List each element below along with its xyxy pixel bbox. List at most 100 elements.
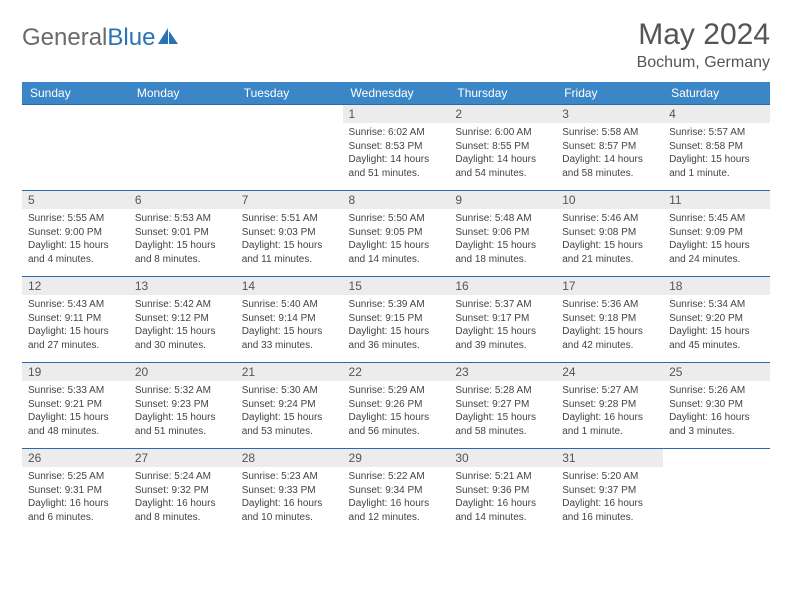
calendar-cell-empty — [663, 449, 770, 535]
calendar-cell-empty — [129, 105, 236, 191]
calendar-cell: 15Sunrise: 5:39 AMSunset: 9:15 PMDayligh… — [343, 277, 450, 363]
day-number: 9 — [449, 191, 556, 209]
day-info: Sunrise: 5:34 AMSunset: 9:20 PMDaylight:… — [663, 295, 770, 356]
calendar-cell: 12Sunrise: 5:43 AMSunset: 9:11 PMDayligh… — [22, 277, 129, 363]
brand-part1: General — [22, 24, 107, 52]
calendar-cell: 13Sunrise: 5:42 AMSunset: 9:12 PMDayligh… — [129, 277, 236, 363]
calendar-table: SundayMondayTuesdayWednesdayThursdayFrid… — [22, 82, 770, 535]
location-label: Bochum, Germany — [637, 54, 770, 72]
day-number: 21 — [236, 363, 343, 381]
day-info: Sunrise: 5:50 AMSunset: 9:05 PMDaylight:… — [343, 209, 450, 270]
calendar-cell: 2Sunrise: 6:00 AMSunset: 8:55 PMDaylight… — [449, 105, 556, 191]
day-info: Sunrise: 5:48 AMSunset: 9:06 PMDaylight:… — [449, 209, 556, 270]
day-number: 15 — [343, 277, 450, 295]
day-info: Sunrise: 5:36 AMSunset: 9:18 PMDaylight:… — [556, 295, 663, 356]
day-info: Sunrise: 5:39 AMSunset: 9:15 PMDaylight:… — [343, 295, 450, 356]
calendar-cell: 3Sunrise: 5:58 AMSunset: 8:57 PMDaylight… — [556, 105, 663, 191]
day-info: Sunrise: 5:29 AMSunset: 9:26 PMDaylight:… — [343, 381, 450, 442]
weekday-header: Tuesday — [236, 82, 343, 105]
month-title: May 2024 — [637, 18, 770, 52]
day-info: Sunrise: 5:25 AMSunset: 9:31 PMDaylight:… — [22, 467, 129, 528]
day-info: Sunrise: 5:22 AMSunset: 9:34 PMDaylight:… — [343, 467, 450, 528]
day-number: 22 — [343, 363, 450, 381]
calendar-cell: 5Sunrise: 5:55 AMSunset: 9:00 PMDaylight… — [22, 191, 129, 277]
day-info: Sunrise: 6:00 AMSunset: 8:55 PMDaylight:… — [449, 123, 556, 184]
day-info: Sunrise: 5:55 AMSunset: 9:00 PMDaylight:… — [22, 209, 129, 270]
weekday-header: Monday — [129, 82, 236, 105]
calendar-cell: 4Sunrise: 5:57 AMSunset: 8:58 PMDaylight… — [663, 105, 770, 191]
weekday-header: Thursday — [449, 82, 556, 105]
weekday-header: Wednesday — [343, 82, 450, 105]
day-number: 5 — [22, 191, 129, 209]
day-info: Sunrise: 5:43 AMSunset: 9:11 PMDaylight:… — [22, 295, 129, 356]
calendar-body: 1Sunrise: 6:02 AMSunset: 8:53 PMDaylight… — [22, 105, 770, 535]
day-number: 17 — [556, 277, 663, 295]
day-info: Sunrise: 5:42 AMSunset: 9:12 PMDaylight:… — [129, 295, 236, 356]
calendar-cell: 31Sunrise: 5:20 AMSunset: 9:37 PMDayligh… — [556, 449, 663, 535]
day-info: Sunrise: 5:53 AMSunset: 9:01 PMDaylight:… — [129, 209, 236, 270]
day-info: Sunrise: 5:23 AMSunset: 9:33 PMDaylight:… — [236, 467, 343, 528]
brand-part2: Blue — [107, 24, 155, 52]
calendar-cell: 28Sunrise: 5:23 AMSunset: 9:33 PMDayligh… — [236, 449, 343, 535]
day-number: 27 — [129, 449, 236, 467]
sail-icon — [157, 24, 179, 52]
day-info: Sunrise: 5:30 AMSunset: 9:24 PMDaylight:… — [236, 381, 343, 442]
calendar-cell: 14Sunrise: 5:40 AMSunset: 9:14 PMDayligh… — [236, 277, 343, 363]
day-info: Sunrise: 5:33 AMSunset: 9:21 PMDaylight:… — [22, 381, 129, 442]
calendar-cell: 22Sunrise: 5:29 AMSunset: 9:26 PMDayligh… — [343, 363, 450, 449]
calendar-cell: 25Sunrise: 5:26 AMSunset: 9:30 PMDayligh… — [663, 363, 770, 449]
day-info: Sunrise: 5:37 AMSunset: 9:17 PMDaylight:… — [449, 295, 556, 356]
calendar-cell: 20Sunrise: 5:32 AMSunset: 9:23 PMDayligh… — [129, 363, 236, 449]
calendar-cell: 19Sunrise: 5:33 AMSunset: 9:21 PMDayligh… — [22, 363, 129, 449]
day-number: 12 — [22, 277, 129, 295]
calendar-row: 5Sunrise: 5:55 AMSunset: 9:00 PMDaylight… — [22, 191, 770, 277]
day-number: 19 — [22, 363, 129, 381]
day-number: 26 — [22, 449, 129, 467]
calendar-row: 12Sunrise: 5:43 AMSunset: 9:11 PMDayligh… — [22, 277, 770, 363]
page-header: GeneralBlue May 2024 Bochum, Germany — [22, 18, 770, 72]
day-number: 2 — [449, 105, 556, 123]
day-number: 14 — [236, 277, 343, 295]
day-info: Sunrise: 5:57 AMSunset: 8:58 PMDaylight:… — [663, 123, 770, 184]
day-number: 7 — [236, 191, 343, 209]
calendar-cell-empty — [22, 105, 129, 191]
calendar-cell: 24Sunrise: 5:27 AMSunset: 9:28 PMDayligh… — [556, 363, 663, 449]
calendar-cell: 21Sunrise: 5:30 AMSunset: 9:24 PMDayligh… — [236, 363, 343, 449]
day-info: Sunrise: 5:46 AMSunset: 9:08 PMDaylight:… — [556, 209, 663, 270]
day-number: 30 — [449, 449, 556, 467]
day-number: 4 — [663, 105, 770, 123]
calendar-row: 26Sunrise: 5:25 AMSunset: 9:31 PMDayligh… — [22, 449, 770, 535]
weekday-header: Sunday — [22, 82, 129, 105]
calendar-cell-empty — [236, 105, 343, 191]
day-number: 6 — [129, 191, 236, 209]
day-number: 31 — [556, 449, 663, 467]
weekday-header: Friday — [556, 82, 663, 105]
day-number: 3 — [556, 105, 663, 123]
calendar-cell: 29Sunrise: 5:22 AMSunset: 9:34 PMDayligh… — [343, 449, 450, 535]
day-number: 29 — [343, 449, 450, 467]
day-info: Sunrise: 5:51 AMSunset: 9:03 PMDaylight:… — [236, 209, 343, 270]
day-info: Sunrise: 5:26 AMSunset: 9:30 PMDaylight:… — [663, 381, 770, 442]
day-info: Sunrise: 5:45 AMSunset: 9:09 PMDaylight:… — [663, 209, 770, 270]
day-info: Sunrise: 5:21 AMSunset: 9:36 PMDaylight:… — [449, 467, 556, 528]
weekday-header-row: SundayMondayTuesdayWednesdayThursdayFrid… — [22, 82, 770, 105]
calendar-cell: 30Sunrise: 5:21 AMSunset: 9:36 PMDayligh… — [449, 449, 556, 535]
calendar-cell: 9Sunrise: 5:48 AMSunset: 9:06 PMDaylight… — [449, 191, 556, 277]
calendar-cell: 23Sunrise: 5:28 AMSunset: 9:27 PMDayligh… — [449, 363, 556, 449]
day-number: 20 — [129, 363, 236, 381]
calendar-cell: 10Sunrise: 5:46 AMSunset: 9:08 PMDayligh… — [556, 191, 663, 277]
calendar-cell: 1Sunrise: 6:02 AMSunset: 8:53 PMDaylight… — [343, 105, 450, 191]
calendar-cell: 18Sunrise: 5:34 AMSunset: 9:20 PMDayligh… — [663, 277, 770, 363]
title-block: May 2024 Bochum, Germany — [637, 18, 770, 72]
day-info: Sunrise: 6:02 AMSunset: 8:53 PMDaylight:… — [343, 123, 450, 184]
day-number: 18 — [663, 277, 770, 295]
calendar-cell: 8Sunrise: 5:50 AMSunset: 9:05 PMDaylight… — [343, 191, 450, 277]
day-info: Sunrise: 5:32 AMSunset: 9:23 PMDaylight:… — [129, 381, 236, 442]
calendar-row: 1Sunrise: 6:02 AMSunset: 8:53 PMDaylight… — [22, 105, 770, 191]
day-number: 16 — [449, 277, 556, 295]
calendar-row: 19Sunrise: 5:33 AMSunset: 9:21 PMDayligh… — [22, 363, 770, 449]
day-number: 28 — [236, 449, 343, 467]
calendar-cell: 16Sunrise: 5:37 AMSunset: 9:17 PMDayligh… — [449, 277, 556, 363]
day-number: 1 — [343, 105, 450, 123]
calendar-cell: 6Sunrise: 5:53 AMSunset: 9:01 PMDaylight… — [129, 191, 236, 277]
